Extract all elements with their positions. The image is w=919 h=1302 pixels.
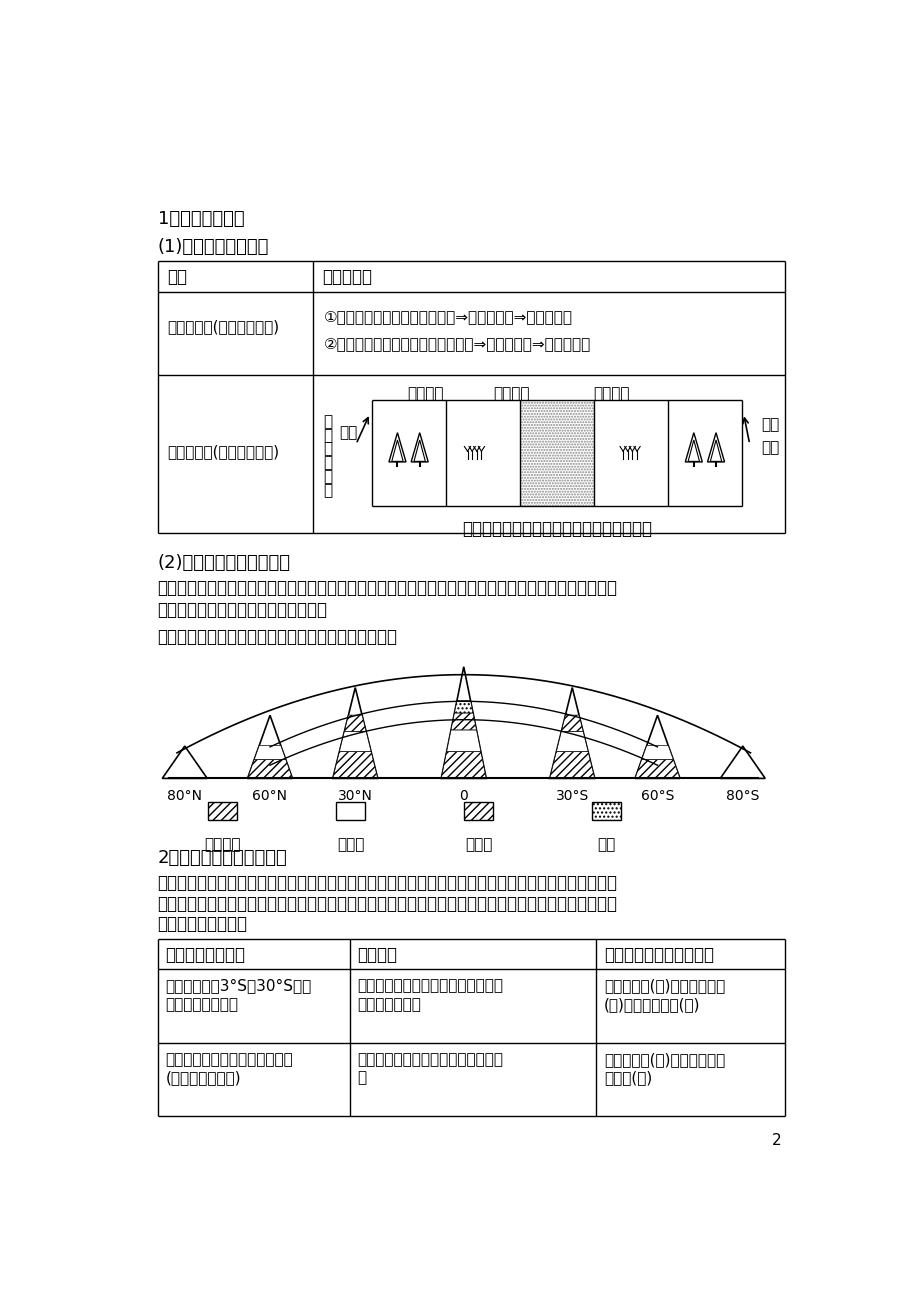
Text: 按理想状态分布的自然带: 按理想状态分布的自然带	[604, 947, 713, 965]
Text: 60°N: 60°N	[252, 789, 287, 803]
Polygon shape	[450, 713, 476, 730]
Text: 西: 西	[323, 427, 332, 443]
Text: 温带草原带(中)；温带落叶阔: 温带草原带(中)；温带落叶阔	[604, 1052, 724, 1066]
Polygon shape	[634, 759, 679, 779]
Text: 海洋: 海洋	[339, 424, 357, 440]
Polygon shape	[344, 715, 366, 732]
Text: 纬: 纬	[323, 483, 332, 499]
Polygon shape	[641, 746, 673, 759]
Text: 风: 风	[323, 441, 332, 457]
Text: 季风: 季风	[761, 417, 779, 432]
Text: 热带雨林带(北)；热带草原带: 热带雨林带(北)；热带草原带	[604, 979, 724, 993]
Text: 纬度地带性(由赤道到两极): 纬度地带性(由赤道到两极)	[166, 319, 278, 333]
Bar	[591, 802, 620, 820]
Text: 位于西风带控制下的安第斯山的背风: 位于西风带控制下的安第斯山的背风	[357, 1052, 503, 1066]
Text: (巴塔哥尼亚沙漠): (巴塔哥尼亚沙漠)	[165, 1070, 241, 1086]
Text: 陆: 陆	[323, 456, 332, 470]
Text: 安第斯山脉阻挡海洋水汽的输入；秘: 安第斯山脉阻挡海洋水汽的输入；秘	[357, 979, 503, 993]
Text: 形成原因: 形成原因	[357, 947, 397, 965]
Text: 2．非地带性地域分异现象: 2．非地带性地域分异现象	[157, 849, 287, 867]
Text: 垂直地域分异与由赤道到两极地域分异规律的相似性：: 垂直地域分异与由赤道到两极地域分异规律的相似性：	[157, 629, 397, 646]
Text: (1)水平地域分异规律: (1)水平地域分异规律	[157, 238, 268, 256]
Bar	[519, 400, 593, 505]
Text: 热带雨林: 热带雨林	[204, 837, 241, 852]
Text: 海洋: 海洋	[761, 440, 779, 456]
Polygon shape	[550, 751, 594, 779]
Text: 南美大陆东端形成的温带荒漠带: 南美大陆东端形成的温带荒漠带	[165, 1052, 293, 1066]
Polygon shape	[556, 732, 587, 751]
Text: 中: 中	[323, 469, 332, 484]
Polygon shape	[441, 751, 486, 779]
Text: 南美大陆西岸3°S～30°S之间: 南美大陆西岸3°S～30°S之间	[165, 979, 312, 993]
Text: 叶林带(东): 叶林带(东)	[604, 1070, 652, 1086]
Text: 30°S: 30°S	[555, 789, 588, 803]
Text: 60°S: 60°S	[641, 789, 674, 803]
Text: 2: 2	[771, 1133, 780, 1147]
Text: 到高纬的变化类似，但并不完全一致。: 到高纬的变化类似，但并不完全一致。	[157, 600, 327, 618]
Text: (中)；热带荒漠带(南): (中)；热带荒漠带(南)	[604, 997, 699, 1012]
Polygon shape	[333, 751, 378, 779]
Text: 针叶林: 针叶林	[464, 837, 492, 852]
Text: 经度地带性(从沿海向内陆): 经度地带性(从沿海向内陆)	[166, 444, 278, 460]
Bar	[208, 802, 237, 820]
Text: 分布及说明: 分布及说明	[322, 268, 371, 286]
Bar	[335, 802, 365, 820]
Text: 鲁寒流降温减湿: 鲁寒流降温减湿	[357, 997, 421, 1012]
Text: 受纬度位置和海陆位置影响，陆地自然带的分布呈现出地带性地域分异现象，但陆地自然条件复杂多变，: 受纬度位置和海陆位置影响，陆地自然带的分布呈现出地带性地域分异现象，但陆地自然条…	[157, 874, 617, 892]
Text: 苔原: 苔原	[596, 837, 615, 852]
Text: 0: 0	[459, 789, 468, 803]
Text: 阔叶林: 阔叶林	[336, 837, 364, 852]
Text: 实际分布的自然带: 实际分布的自然带	[165, 947, 245, 965]
Text: 大: 大	[323, 414, 332, 428]
Text: 坡: 坡	[357, 1070, 367, 1086]
Text: 大陆内部: 大陆内部	[493, 385, 528, 401]
Text: 80°N: 80°N	[167, 789, 202, 803]
Text: 受地形、洋流及海陆分布等因素影响，陆地自然带的分布在个别地区呈现出非地带性地域分异现象，例证: 受地形、洋流及海陆分布等因素影响，陆地自然带的分布在个别地区呈现出非地带性地域分…	[157, 894, 617, 913]
Polygon shape	[447, 730, 481, 751]
Polygon shape	[339, 732, 370, 751]
Polygon shape	[247, 759, 292, 779]
Text: 1．地域分异规律: 1．地域分异规律	[157, 210, 244, 228]
Text: 30°N: 30°N	[337, 789, 372, 803]
Text: 森林带－草原带－荒漠带－草原带－森林带: 森林带－草原带－荒漠带－草原带－森林带	[461, 519, 651, 538]
Polygon shape	[254, 746, 286, 759]
Text: 大陆东岸: 大陆东岸	[593, 385, 630, 401]
Text: 规律: 规律	[166, 268, 187, 286]
Text: (2)山地垂直地域分异规律: (2)山地垂直地域分异规律	[157, 555, 290, 573]
Polygon shape	[454, 700, 472, 713]
Polygon shape	[561, 715, 583, 732]
Text: 山地垂直地域分异是山麓到山顶水分和热量状况的差异共同作用的结果，山麓到山顶水热的变化与从低纬: 山地垂直地域分异是山麓到山顶水分和热量状况的差异共同作用的结果，山麓到山顶水热的…	[157, 579, 617, 598]
Text: 大陆西岸: 大陆西岸	[407, 385, 444, 401]
Bar	[463, 802, 493, 820]
Text: ②大陆的高纬地区：亚寒带针叶林带⇒极地苔原带⇒极地冰原带: ②大陆的高纬地区：亚寒带针叶林带⇒极地苔原带⇒极地冰原带	[323, 336, 591, 352]
Text: 及原因分析见下表：: 及原因分析见下表：	[157, 915, 247, 934]
Text: ①大陆的低纬地区：热带雨林带⇒热带草原带⇒热带荒漠带: ①大陆的低纬地区：热带雨林带⇒热带草原带⇒热带荒漠带	[323, 309, 573, 324]
Text: 狭长的热带荒漠带: 狭长的热带荒漠带	[165, 997, 238, 1012]
Text: 80°S: 80°S	[725, 789, 758, 803]
